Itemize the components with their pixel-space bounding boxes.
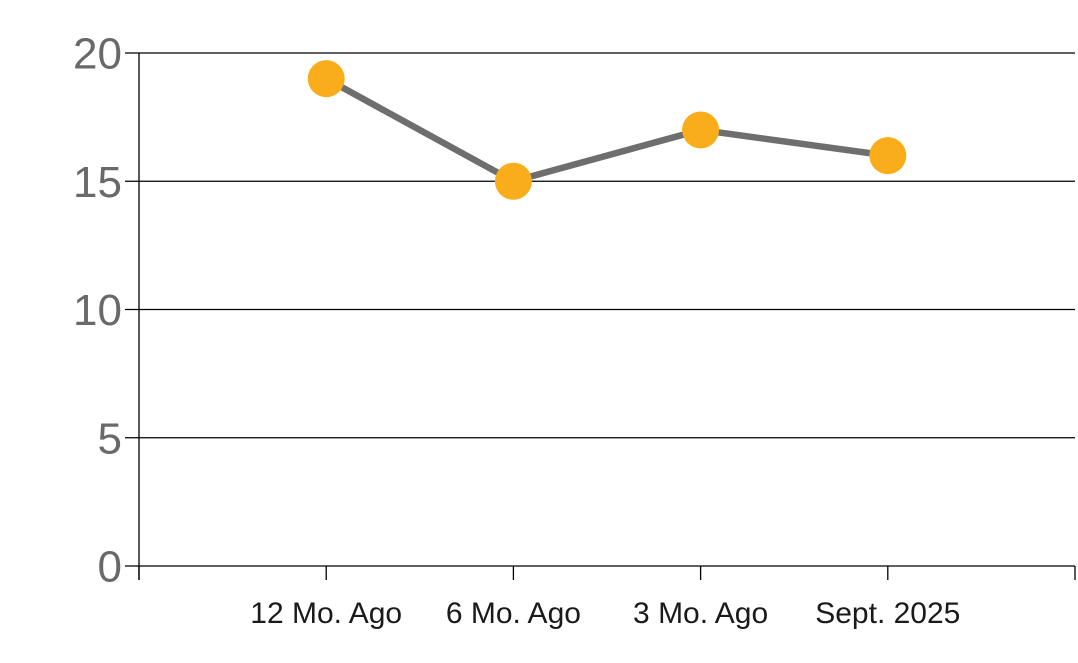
y-axis-tick-label: 5 <box>98 414 122 463</box>
data-point-marker <box>494 162 532 200</box>
axis-labels-layer: 0 5 10 15 20 12 Mo. Ago 6 Mo. Ago 3 Mo. Ago Sept… <box>73 30 960 630</box>
x-axis-category-label: 3 Mo. Ago <box>633 597 768 630</box>
gridlines-layer <box>125 52 1075 567</box>
x-axis-category-label: 12 Mo. Ago <box>250 597 402 630</box>
x-axis-category-label: 6 Mo. Ago <box>446 597 581 630</box>
y-axis-tick-label: 0 <box>98 543 122 592</box>
y-axis-tick-label: 10 <box>73 286 122 335</box>
x-axis-category-label: Sept. 2025 <box>815 597 960 630</box>
y-axis-tick-label: 20 <box>73 30 122 79</box>
axes-layer <box>138 53 1076 580</box>
data-point-marker <box>307 60 345 98</box>
data-point-marker <box>869 137 907 175</box>
data-point-marker <box>682 111 720 149</box>
series-line <box>322 75 892 185</box>
data-series-layer <box>307 60 907 200</box>
y-axis-tick-label: 15 <box>73 158 122 207</box>
